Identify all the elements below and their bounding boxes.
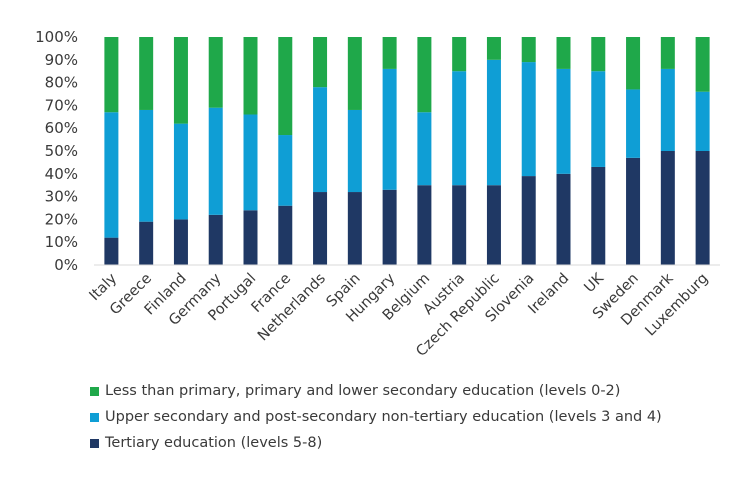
bar-segment-finland-s1 (173, 123, 188, 220)
y-tick-label: 50% (45, 142, 78, 160)
bar-segment-czech-republic-s1 (486, 59, 501, 186)
bar-segment-portugal-s1 (243, 114, 258, 211)
bar-segment-spain-s1 (347, 109, 362, 193)
bar-segment-portugal-s0 (243, 210, 258, 265)
bar-segment-greece-s0 (139, 221, 154, 265)
bar-segment-uk-s2 (591, 37, 606, 72)
y-tick-label: 40% (45, 165, 78, 183)
bar-segment-uk-s0 (591, 166, 606, 265)
bar-segment-denmark-s2 (660, 37, 675, 69)
bar-segment-germany-s1 (208, 107, 223, 215)
bar-segment-belgium-s0 (417, 185, 432, 265)
bar-segment-spain-s0 (347, 192, 362, 265)
bar-segment-belgium-s1 (417, 112, 432, 186)
legend-label: Less than primary, primary and lower sec… (105, 383, 621, 399)
bar-segment-germany-s2 (208, 37, 223, 108)
bar-segment-portugal-s2 (243, 37, 258, 115)
legend-label: Tertiary education (levels 5-8) (105, 435, 323, 451)
bar-segment-czech-republic-s0 (486, 185, 501, 265)
legend-swatch (90, 438, 99, 448)
legend-item: Less than primary, primary and lower sec… (90, 378, 662, 404)
bar-segment-austria-s1 (452, 71, 467, 186)
bar-segment-austria-s2 (452, 37, 467, 72)
bar-segment-hungary-s2 (382, 37, 397, 69)
bar-segment-sweden-s2 (626, 37, 641, 90)
category-label: UK (582, 270, 608, 296)
bar-segment-sweden-s0 (626, 157, 641, 265)
y-tick-label: 60% (45, 119, 78, 137)
y-axis: 0% 10% 20% 30% 40% 50% 60% 70% 80% 90% 100% (35, 28, 78, 274)
bar-segment-hungary-s0 (382, 189, 397, 265)
bar-segment-france-s1 (278, 135, 293, 206)
bar-segment-belgium-s2 (417, 37, 432, 113)
bar-segment-slovenia-s1 (521, 62, 536, 177)
legend-item: Upper secondary and post-secondary non-t… (90, 404, 662, 430)
bar-segment-netherlands-s0 (313, 192, 328, 265)
bar-segment-luxemburg-s2 (695, 37, 710, 92)
bar-segment-italy-s1 (104, 112, 119, 238)
bar-segment-sweden-s1 (626, 89, 641, 158)
bar-segment-czech-republic-s2 (486, 37, 501, 60)
legend: Less than primary, primary and lower sec… (90, 378, 662, 456)
bar-segment-germany-s0 (208, 214, 223, 265)
bar-segment-finland-s2 (173, 37, 188, 124)
bar-segment-ireland-s0 (556, 173, 571, 265)
bar-segment-luxemburg-s0 (695, 151, 710, 265)
y-tick-label: 30% (45, 188, 78, 206)
bar-segment-spain-s2 (347, 37, 362, 110)
bar-segment-uk-s1 (591, 71, 606, 167)
y-tick-label: 20% (45, 210, 78, 228)
bar-segment-greece-s1 (139, 109, 154, 222)
legend-swatch (90, 386, 99, 396)
bars (104, 37, 710, 265)
y-tick-label: 0% (54, 256, 78, 274)
legend-label: Upper secondary and post-secondary non-t… (105, 409, 662, 425)
bar-segment-hungary-s1 (382, 68, 397, 190)
bar-segment-france-s2 (278, 37, 293, 136)
bar-segment-ireland-s2 (556, 37, 571, 69)
legend-swatch (90, 412, 99, 422)
legend-item: Tertiary education (levels 5-8) (90, 430, 662, 456)
bar-segment-finland-s0 (173, 219, 188, 265)
bar-segment-slovenia-s0 (521, 176, 536, 265)
bar-segment-austria-s0 (452, 185, 467, 265)
bar-segment-italy-s0 (104, 237, 119, 265)
y-tick-label: 70% (45, 96, 78, 114)
bar-segment-ireland-s1 (556, 68, 571, 174)
x-axis: ItalyGreeceFinlandGermanyPortugalFranceN… (87, 264, 720, 360)
bar-segment-greece-s2 (139, 37, 154, 110)
bar-segment-denmark-s1 (660, 68, 675, 151)
bar-segment-netherlands-s1 (313, 87, 328, 193)
y-tick-label: 80% (45, 74, 78, 92)
bar-segment-italy-s2 (104, 37, 119, 113)
bar-segment-france-s0 (278, 205, 293, 265)
stacked-bar-chart: 0% 10% 20% 30% 40% 50% 60% 70% 80% 90% 100% ItalyG… (35, 28, 720, 360)
bar-segment-luxemburg-s1 (695, 91, 710, 151)
y-tick-label: 10% (45, 233, 78, 251)
bar-segment-netherlands-s2 (313, 37, 328, 88)
bar-segment-slovenia-s2 (521, 37, 536, 63)
y-tick-label: 90% (45, 51, 78, 69)
y-tick-label: 100% (35, 28, 78, 46)
bar-segment-denmark-s0 (660, 151, 675, 265)
